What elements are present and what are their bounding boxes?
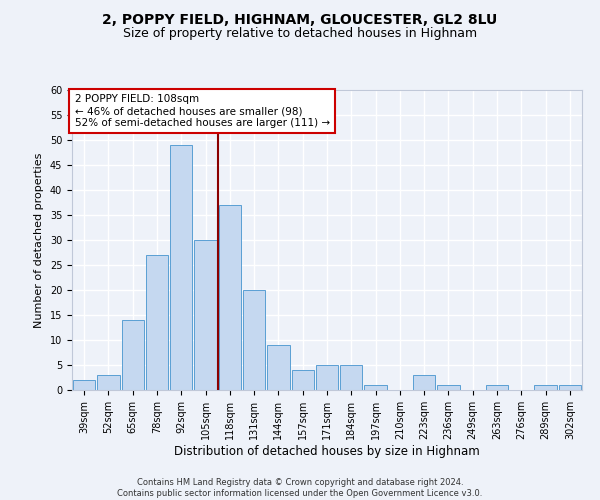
Bar [559, 385, 581, 390]
Text: Size of property relative to detached houses in Highnam: Size of property relative to detached ho… [123, 28, 477, 40]
Text: 2, POPPY FIELD, HIGHNAM, GLOUCESTER, GL2 8LU: 2, POPPY FIELD, HIGHNAM, GLOUCESTER, GL2… [103, 12, 497, 26]
Bar [413, 375, 436, 390]
Bar [292, 370, 314, 390]
Bar [437, 385, 460, 390]
Bar [316, 365, 338, 390]
Bar [122, 320, 144, 390]
X-axis label: Distribution of detached houses by size in Highnam: Distribution of detached houses by size … [174, 444, 480, 458]
Bar [170, 145, 193, 390]
Text: 2 POPPY FIELD: 108sqm
← 46% of detached houses are smaller (98)
52% of semi-deta: 2 POPPY FIELD: 108sqm ← 46% of detached … [74, 94, 329, 128]
Bar [267, 345, 290, 390]
Y-axis label: Number of detached properties: Number of detached properties [34, 152, 44, 328]
Bar [535, 385, 557, 390]
Text: Contains HM Land Registry data © Crown copyright and database right 2024.
Contai: Contains HM Land Registry data © Crown c… [118, 478, 482, 498]
Bar [194, 240, 217, 390]
Bar [97, 375, 119, 390]
Bar [486, 385, 508, 390]
Bar [73, 380, 95, 390]
Bar [364, 385, 387, 390]
Bar [218, 205, 241, 390]
Bar [340, 365, 362, 390]
Bar [243, 290, 265, 390]
Bar [146, 255, 168, 390]
